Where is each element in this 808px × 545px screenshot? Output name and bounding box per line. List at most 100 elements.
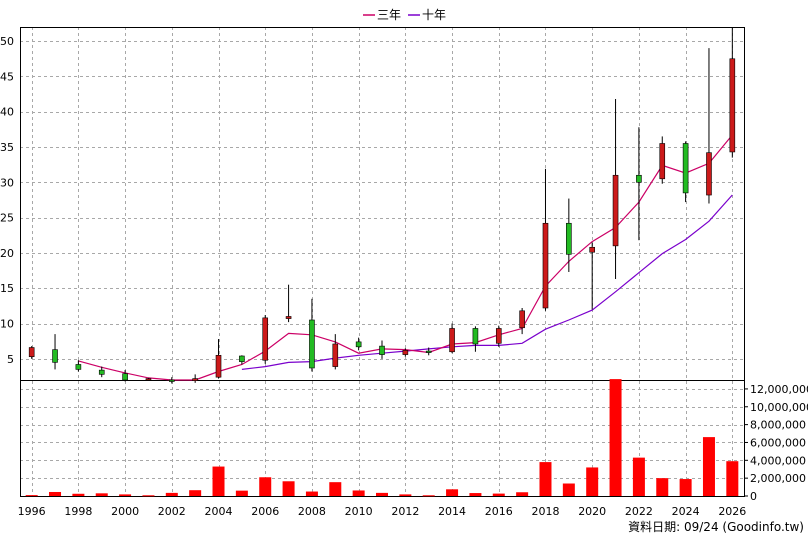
x-tick-label: 2002 bbox=[158, 505, 186, 518]
x-tick-label: 2024 bbox=[672, 505, 700, 518]
volume-bar bbox=[282, 481, 295, 496]
price-tick-label: 5 bbox=[7, 353, 14, 366]
volume-bar bbox=[679, 479, 692, 496]
candle-body bbox=[355, 341, 362, 348]
x-tick-label: 2022 bbox=[625, 505, 653, 518]
candle-body bbox=[566, 222, 572, 255]
volume-bar bbox=[49, 491, 62, 496]
candle-body bbox=[52, 349, 58, 363]
volume-bar bbox=[165, 492, 178, 496]
volume-tick-label: 8,000,000 bbox=[750, 419, 806, 432]
price-tick-label: 45 bbox=[0, 70, 14, 83]
volume-bar bbox=[469, 493, 482, 496]
candle-body bbox=[75, 364, 82, 370]
candle-body bbox=[472, 328, 479, 345]
candle-body bbox=[659, 143, 666, 180]
candle-body bbox=[262, 317, 269, 361]
candle-body bbox=[425, 350, 432, 353]
candle-body bbox=[169, 379, 175, 382]
x-tick-label: 2018 bbox=[531, 505, 559, 518]
candle-body bbox=[285, 316, 292, 319]
volume-tick-label: 2,000,000 bbox=[750, 472, 806, 485]
ma10-line bbox=[241, 194, 733, 370]
candle-body bbox=[682, 143, 689, 194]
volume-bar bbox=[259, 477, 272, 496]
volume-bar bbox=[305, 491, 318, 496]
volume-tick-label: 6,000,000 bbox=[750, 436, 806, 449]
volume-bar bbox=[142, 495, 155, 497]
x-tick-label: 1998 bbox=[64, 505, 92, 518]
x-tick-label: 2000 bbox=[111, 505, 139, 518]
candlesticks bbox=[28, 27, 736, 384]
volume-bar bbox=[702, 437, 715, 496]
volume-bar bbox=[422, 495, 435, 497]
price-tick-label: 10 bbox=[0, 318, 14, 331]
x-tick-label: 2004 bbox=[205, 505, 233, 518]
legend-label-ma3: 三年 bbox=[377, 8, 401, 22]
candle-body bbox=[332, 343, 339, 367]
candle-body bbox=[495, 328, 502, 344]
candle-body bbox=[122, 373, 128, 381]
candle-body bbox=[706, 152, 712, 196]
candle-body bbox=[145, 378, 152, 381]
volume-tick-label: 0 bbox=[750, 490, 757, 503]
candle-body bbox=[402, 350, 409, 355]
volume-bar bbox=[95, 493, 108, 496]
legend: 三年 十年 bbox=[363, 8, 446, 22]
price-tick-label: 35 bbox=[0, 141, 14, 154]
candle-body bbox=[449, 328, 455, 353]
volume-bar bbox=[586, 467, 599, 496]
volume-bar bbox=[189, 490, 202, 496]
price-axis: 5 10 15 20 25 30 35 40 45 50 bbox=[0, 35, 14, 366]
x-tick-label: 2014 bbox=[438, 505, 466, 518]
volume-bar bbox=[632, 457, 645, 496]
volume-axis: 0 2,000,000 4,000,000 6,000,000 8,000,000 10,… bbox=[744, 383, 808, 503]
candle-body bbox=[636, 174, 642, 183]
candle-body bbox=[309, 319, 315, 369]
volume-bar bbox=[352, 490, 365, 496]
candle-body bbox=[729, 58, 736, 153]
price-tick-label: 20 bbox=[0, 247, 14, 260]
footer-source: 資料日期: 09/24 (Goodinfo.tw) bbox=[628, 520, 804, 534]
x-tick-label: 2026 bbox=[718, 505, 746, 518]
candle-body bbox=[519, 310, 525, 329]
volume-bar bbox=[446, 489, 459, 496]
candle-body bbox=[192, 378, 198, 382]
price-grid bbox=[20, 41, 744, 360]
volume-tick-label: 10,000,000 bbox=[750, 401, 808, 414]
price-tick-label: 40 bbox=[0, 106, 14, 119]
volume-bar bbox=[399, 494, 412, 496]
volume-bar bbox=[492, 493, 505, 496]
candle-body bbox=[589, 246, 595, 253]
x-tick-label: 2012 bbox=[391, 505, 419, 518]
volume-bar bbox=[376, 492, 388, 496]
candle-body bbox=[215, 354, 222, 378]
x-tick-label: 2008 bbox=[298, 505, 326, 518]
legend-label-ma10: 十年 bbox=[422, 8, 446, 22]
volume-grid bbox=[20, 389, 744, 479]
volume-bar bbox=[25, 495, 38, 497]
x-axis: 1996 1998 2000 2002 2004 2006 2008 2010 2012 2014… bbox=[18, 505, 747, 518]
volume-bar bbox=[516, 492, 529, 496]
candle-body bbox=[28, 347, 35, 358]
x-grid bbox=[32, 27, 733, 496]
volume-bar bbox=[656, 478, 669, 496]
price-tick-label: 15 bbox=[0, 282, 14, 295]
volume-bar bbox=[562, 483, 575, 496]
volume-bar bbox=[235, 490, 248, 496]
volume-bars bbox=[25, 379, 739, 497]
volume-tick-label: 4,000,000 bbox=[750, 454, 806, 467]
volume-panel-frame bbox=[20, 380, 745, 497]
candle-body bbox=[542, 222, 549, 309]
candle-body bbox=[379, 345, 385, 355]
volume-bar bbox=[726, 461, 739, 496]
x-tick-label: 2016 bbox=[485, 505, 513, 518]
x-tick-label: 1996 bbox=[18, 505, 46, 518]
volume-bar bbox=[609, 379, 622, 496]
x-tick-label: 2010 bbox=[345, 505, 373, 518]
volume-bar bbox=[119, 494, 132, 496]
candle-body bbox=[98, 369, 105, 375]
price-tick-label: 50 bbox=[0, 35, 14, 48]
candle-body bbox=[239, 355, 245, 362]
